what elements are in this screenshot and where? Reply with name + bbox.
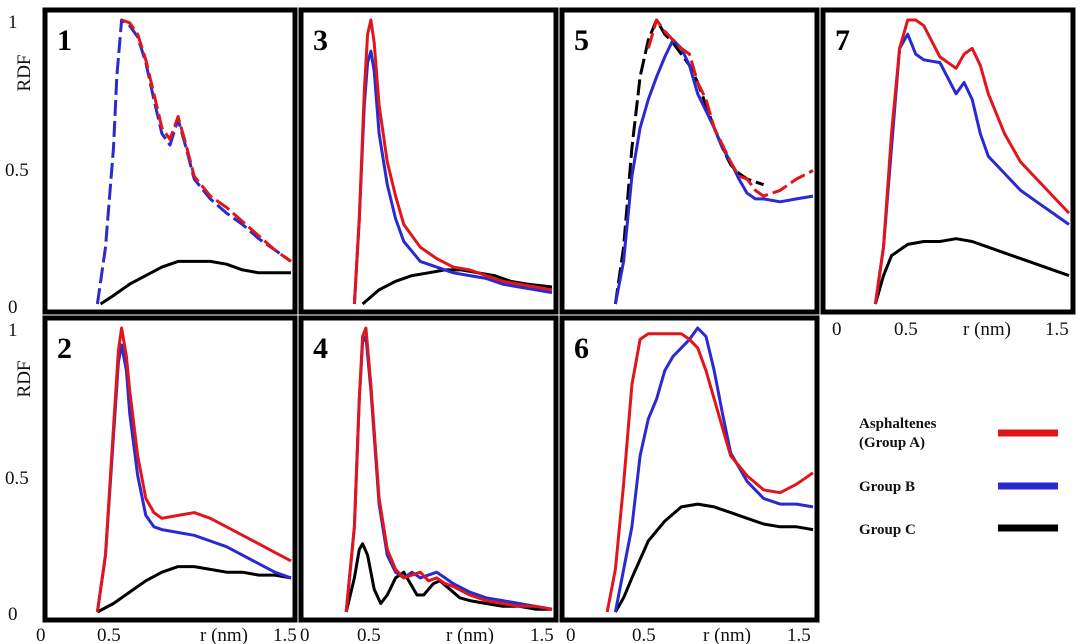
x-tick-0-b: 0 [300,625,310,644]
y-tick-0.5-top: 0.5 [5,160,29,181]
panel-3-frame [298,7,559,315]
panel-1: 1 [42,7,298,315]
x-tick-0.5-c: 0.5 [632,625,656,644]
legend-label-a-line1: Asphaltenes [859,416,937,432]
panel-2-frame [42,315,298,623]
panel-6-series-B [613,326,814,613]
panel-2-series-B [95,343,292,613]
panel-6-number: 6 [574,332,589,365]
x-tick-1.5-c: 1.5 [787,625,811,644]
panel-5-frame [559,7,820,315]
y-tick-1-bottom: 1 [8,320,18,341]
panel-7-series-B [873,32,1070,305]
panel-4-series-C [344,542,552,613]
y-tick-0-top: 0 [8,297,18,318]
panel-5: 5 [559,7,820,315]
panel-6: 6 [559,315,820,623]
x-tick-0-a: 0 [36,625,46,644]
y-tick-0.5-bottom: 0.5 [5,468,29,489]
panel-2-series-C [96,565,292,614]
legend-label-b: Group B [859,479,915,495]
panel-2-number: 2 [57,332,72,365]
legend-label-c: Group C [859,522,916,538]
panel-6-frame [559,315,820,623]
panel-5-series-A [646,18,814,198]
legend: Asphaltenes (Group A) Group B Group C [859,416,1058,538]
panel-7-series-A [873,18,1071,305]
x-tick-1.5-b: 1.5 [530,625,554,644]
panel-7-series-C [873,237,1070,305]
panel-7: 7 [820,7,1076,315]
panel-4-series-A [344,326,553,613]
panel-3: 3 [298,7,559,315]
x-axis-label-b: r (nm) [446,625,494,644]
y-tick-0-bottom: 0 [8,604,18,625]
x-axis-label-a: r (nm) [200,625,248,644]
x-tick-1.5-a: 1.5 [273,625,297,644]
panel-3-number: 3 [313,24,328,57]
x-tick-0.5-b: 0.5 [357,625,381,644]
y-axis-label-top: RDF [14,55,35,92]
y-tick-1-top: 1 [8,12,18,33]
x-tick-0-c: 0 [566,625,576,644]
x-axis-label-d: r (nm) [963,319,1011,340]
panel-5-series-B [613,38,814,305]
panel-4-frame [298,315,559,623]
panel-1-series-B [95,18,292,305]
x-tick-0-d: 0 [832,319,842,340]
panel-1-series-A [121,18,292,263]
panel-1-frame [42,7,298,315]
panel-5-number: 5 [574,24,589,57]
panel-3-series-A [352,18,553,305]
x-tick-0.5-a: 0.5 [97,625,121,644]
panel-4-number: 4 [313,332,328,365]
panel-3-series-B [352,49,553,305]
legend-label-a-line2: (Group A) [859,435,925,451]
panel-1-number: 1 [57,24,72,57]
panel-1-series-C [99,259,291,306]
x-axis-label-c: r (nm) [703,625,751,644]
x-tick-0.5-d: 0.5 [894,319,918,340]
panel-4: 4 [298,315,559,623]
panel-6-series-A [605,332,814,613]
panel-6-series-C [614,502,814,613]
panel-2-series-A [95,326,292,613]
y-axis-label-bottom: RDF [14,361,35,398]
panel-7-frame [820,7,1076,315]
panel-2: 2 [42,315,298,623]
panels-layer: 1 3 5 7 2 4 6 [42,7,1076,623]
panel-7-number: 7 [835,24,850,57]
x-tick-1.5-d: 1.5 [1045,319,1069,340]
